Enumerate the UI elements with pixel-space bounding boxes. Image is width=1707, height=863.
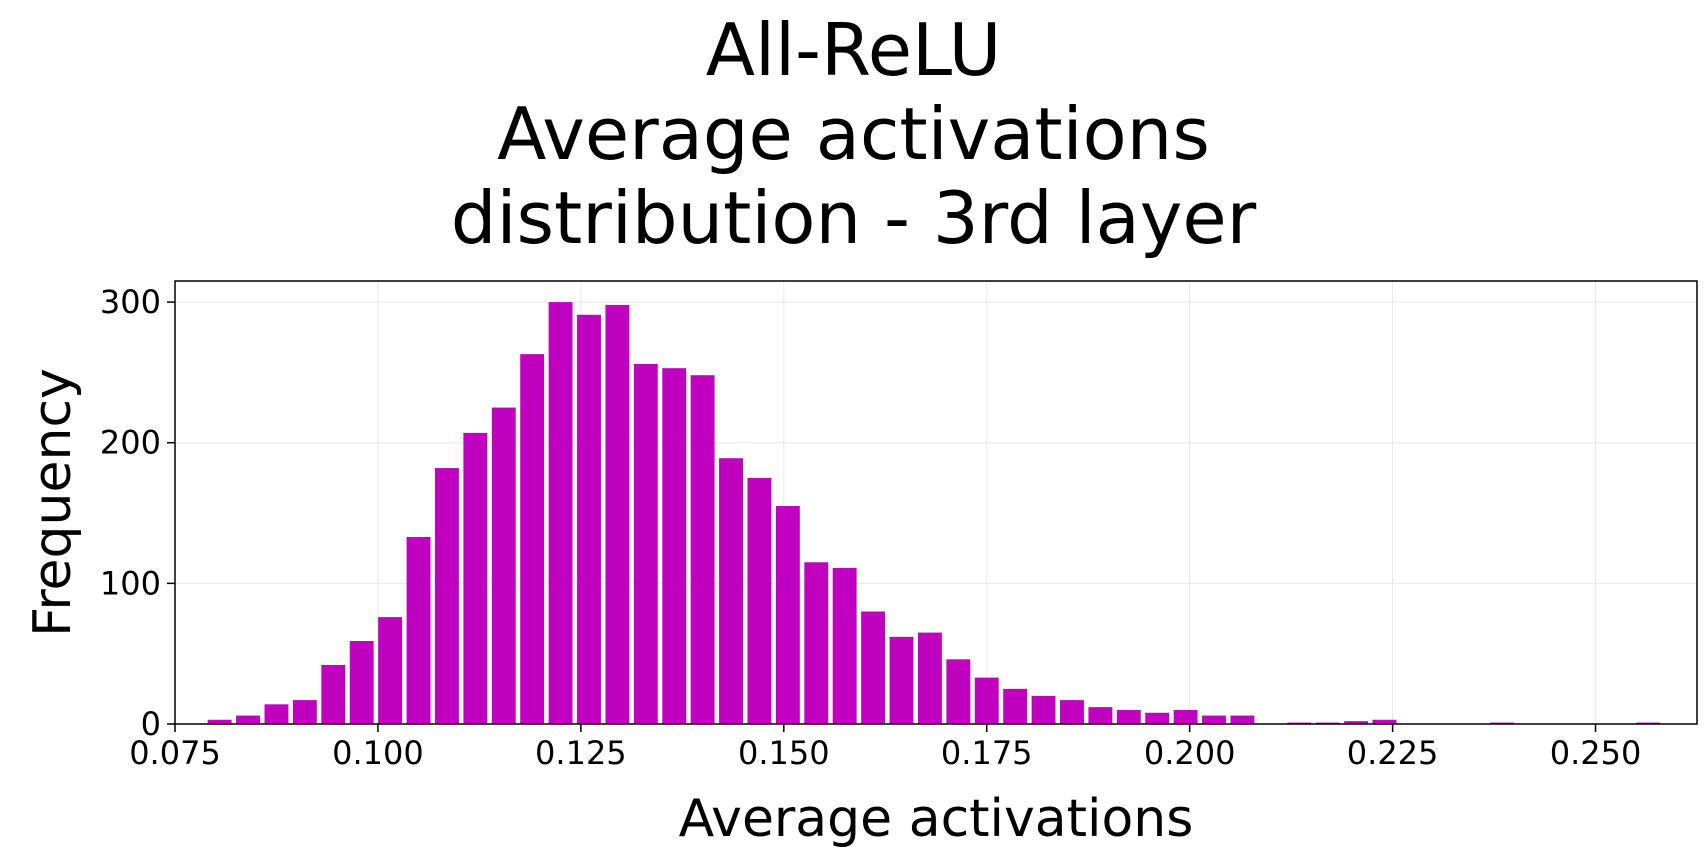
ticks-layer: 0.075 0.100 0.125 0.150 0.175 0.200 0.225 0.250… [100,283,1641,772]
histogram-bar [1088,707,1113,724]
histogram-bar [946,659,971,724]
histogram-bar [747,477,772,724]
histogram-bar [1116,709,1141,724]
x-tick-label: 0.225 [1347,734,1439,772]
histogram-bar [662,368,687,724]
histogram-bar [321,664,346,724]
histogram-bar [719,458,743,724]
histogram-bar [633,363,658,724]
histogram-bar [889,636,914,724]
x-axis-title: Average activations [679,789,1194,849]
histogram-bar [520,354,545,724]
histogram-bar [804,562,829,724]
histogram-bar [491,407,516,724]
y-tick-label: 300 [100,283,161,321]
histogram-bar [1031,695,1056,724]
histogram-bar [1230,715,1255,724]
histogram-bar [690,375,715,724]
x-tick-label: 0.175 [941,734,1033,772]
histogram-bar [917,632,942,724]
histogram-bar [1145,712,1170,724]
histogram-bar [463,432,488,724]
histogram-bar [832,567,857,724]
y-axis-title: Frequency [23,368,83,637]
histogram-bar [775,506,800,724]
histogram-bar [974,677,999,724]
histogram-bar [1003,688,1028,724]
x-tick-label: 0.150 [738,734,830,772]
chart-title-line-1: All-ReLU [705,8,1002,92]
x-tick-label: 0.200 [1144,734,1236,772]
histogram-bar [236,715,260,724]
histogram-bar [1344,721,1369,724]
histogram-bar [406,536,431,724]
histogram-bar [207,719,232,724]
x-tick-label: 0.100 [332,734,424,772]
histogram-bar [1372,719,1397,724]
y-tick-label: 0 [141,705,161,743]
x-tick-label: 0.250 [1550,734,1642,772]
bars-layer [207,302,1661,724]
histogram-bar [861,611,886,724]
histogram-bar [1173,709,1198,724]
histogram-bar [577,314,601,724]
histogram-bar [1060,700,1084,724]
y-tick-label: 100 [100,564,161,602]
chart-title-line-2: Average activations [497,92,1210,176]
plot-frame [174,280,1698,725]
histogram-bar [349,641,374,724]
histogram-bar [434,468,459,724]
chart-title-line-3: distribution - 3rd layer [450,176,1257,260]
histogram-bar [548,302,573,724]
histogram-bar [605,304,630,724]
x-tick-label: 0.075 [129,734,221,772]
chart-title: All-ReLU Average activations distributio… [0,8,1707,260]
x-tick-label: 0.125 [535,734,627,772]
histogram-bar [378,617,403,724]
histogram-bar [292,700,317,724]
y-tick-label: 200 [100,424,161,462]
histogram-bar [264,704,289,724]
histogram-bar [1202,715,1226,724]
